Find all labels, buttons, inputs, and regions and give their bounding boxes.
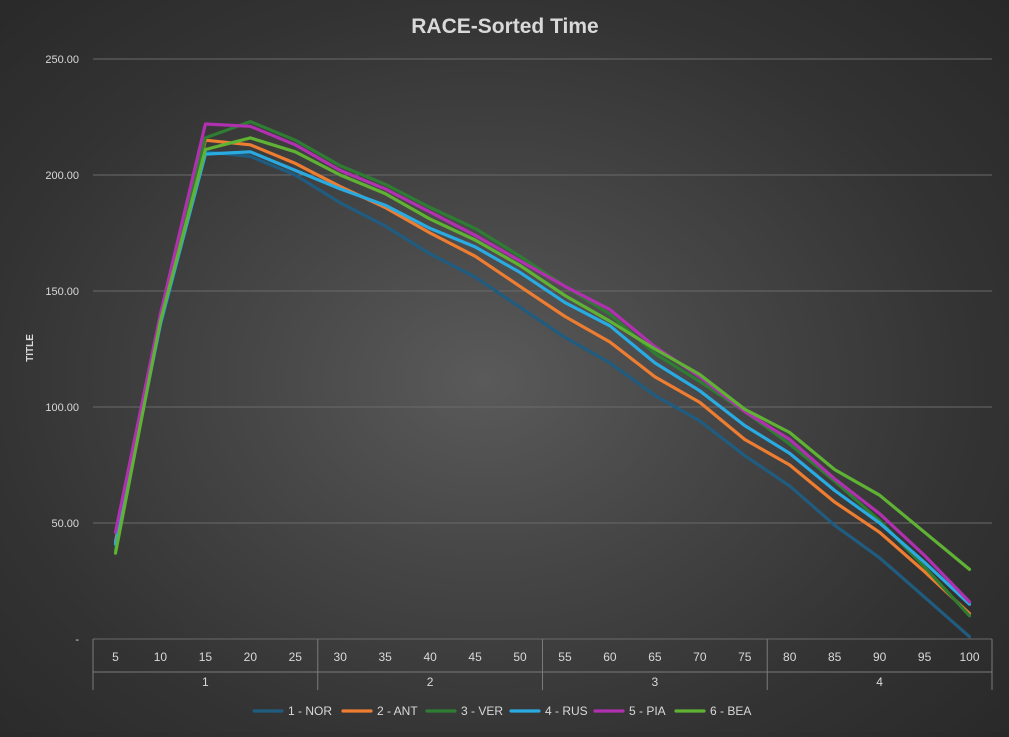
x-tick-label: 85 <box>828 650 842 664</box>
x-tick-label: 80 <box>783 650 797 664</box>
x-tick-label: 40 <box>423 650 437 664</box>
y-axis-label: TITLE <box>25 334 36 362</box>
x-tick-label: 15 <box>199 650 213 664</box>
y-tick-label: - <box>75 634 79 646</box>
x-tick-label: 5 <box>112 650 119 664</box>
legend-label: 5 - PIA <box>629 704 666 718</box>
legend-label: 1 - NOR <box>288 704 332 718</box>
group-label: 1 <box>202 675 209 689</box>
x-tick-label: 70 <box>693 650 707 664</box>
x-tick-label: 100 <box>960 650 980 664</box>
legend-label: 3 - VER <box>461 704 503 718</box>
x-tick-label: 35 <box>378 650 392 664</box>
y-tick-label: 50.00 <box>51 518 79 530</box>
x-tick-label: 30 <box>334 650 348 664</box>
series-line <box>113 122 972 604</box>
x-tick-label: 20 <box>244 650 258 664</box>
x-tick-label: 60 <box>603 650 617 664</box>
group-label: 3 <box>652 675 659 689</box>
y-tick-label: 150.00 <box>45 286 79 298</box>
legend-label: 4 - RUS <box>545 704 588 718</box>
y-tick-label: 100.00 <box>45 402 79 414</box>
legend: 1 - NOR 2 - ANT 3 - VER 4 - RUS 5 - PIA 6 - B… <box>252 704 751 718</box>
x-tick-label: 75 <box>738 650 752 664</box>
legend-label: 6 - BEA <box>710 704 751 718</box>
x-tick-label: 65 <box>648 650 662 664</box>
series-lines <box>113 119 972 639</box>
x-tick-label: 90 <box>873 650 887 664</box>
x-tick-label: 95 <box>918 650 932 664</box>
x-tick-label: 25 <box>289 650 303 664</box>
group-label: 2 <box>427 675 434 689</box>
x-tick-label: 55 <box>558 650 572 664</box>
chart-title: RACE-Sorted Time <box>411 15 598 38</box>
y-tick-label: 200.00 <box>45 170 79 182</box>
x-tick-label: 10 <box>154 650 168 664</box>
series-line <box>113 150 972 639</box>
series-line <box>113 136 972 572</box>
x-tick-label: 45 <box>468 650 482 664</box>
gridlines <box>93 58 992 640</box>
x-axis: 1 2 3 45 10 15 20 25 30 35 40 45 50 55 60 65 70 75 80 85 90 9… <box>92 639 993 690</box>
x-tick-label: 50 <box>513 650 527 664</box>
series-line <box>113 150 972 606</box>
group-label: 4 <box>876 675 883 689</box>
series-line <box>113 138 972 616</box>
y-axis-ticks: - 50.00 100.00 150.00 200.00 250.00 <box>45 54 79 646</box>
legend-label: 2 - ANT <box>377 704 418 718</box>
y-tick-label: 250.00 <box>45 54 79 66</box>
series-line <box>113 119 972 618</box>
